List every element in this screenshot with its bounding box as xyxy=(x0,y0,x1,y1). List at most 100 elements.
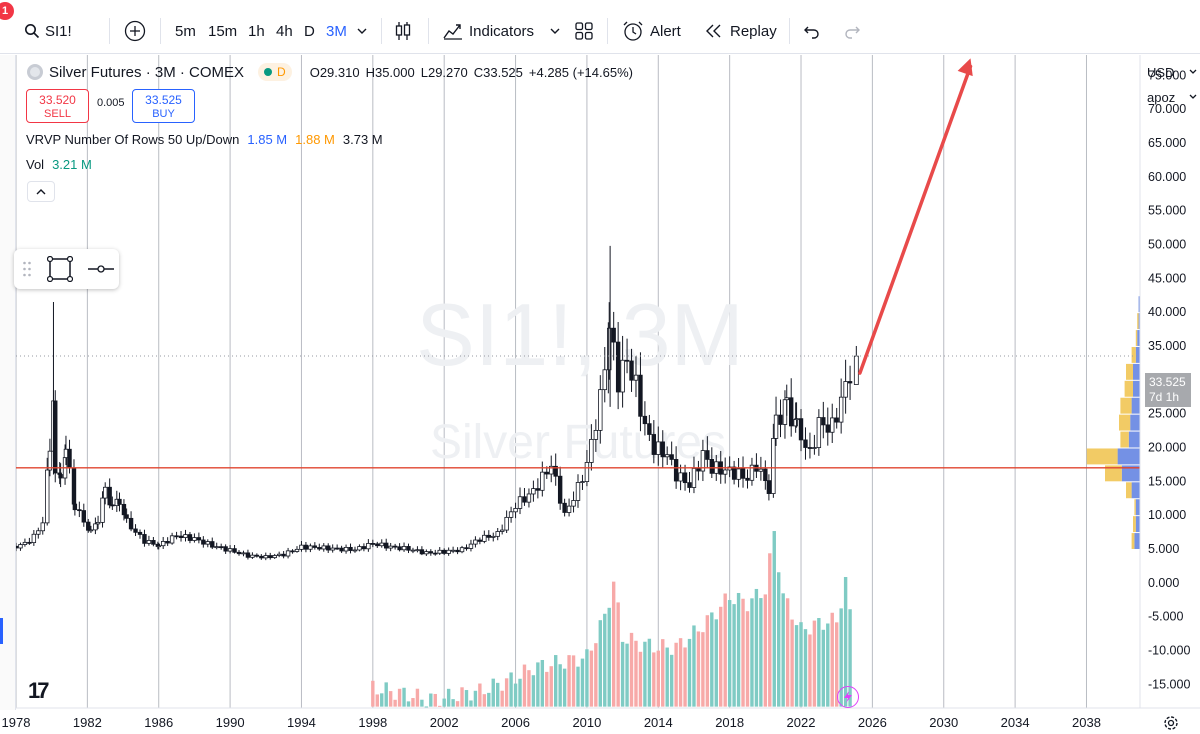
volume-bar xyxy=(750,598,754,707)
candle-body xyxy=(397,546,402,551)
layouts-button[interactable] xyxy=(574,18,594,44)
indicators-dropdown[interactable] xyxy=(549,18,561,44)
volume-bar xyxy=(696,631,701,707)
volume-bar xyxy=(567,655,571,707)
news-flash-button[interactable] xyxy=(837,686,859,708)
candle-body xyxy=(522,496,527,503)
volume-bar xyxy=(558,664,562,707)
candle-body xyxy=(798,418,804,441)
candle-body xyxy=(731,466,737,480)
interval-5m[interactable]: 5m xyxy=(175,22,196,40)
interval-dropdown[interactable] xyxy=(356,18,368,44)
ohlc-open: O29.310 xyxy=(309,64,360,80)
ohlc-close: C33.525 xyxy=(473,64,523,80)
indicators-button[interactable]: Indicators xyxy=(443,18,534,44)
candle-body xyxy=(290,550,295,553)
market-status-badge[interactable]: D xyxy=(258,63,292,81)
candle-body xyxy=(771,438,776,494)
volume-profile xyxy=(1086,296,1140,549)
candle-body xyxy=(433,552,438,555)
x-tick-label: 2030 xyxy=(929,715,958,730)
vrvp-down-bar xyxy=(1131,533,1135,549)
interval-3m-active[interactable]: 3M xyxy=(326,22,347,40)
candle-body xyxy=(169,535,175,544)
line-style-icon[interactable] xyxy=(87,262,115,276)
collapse-legend-button[interactable] xyxy=(27,181,55,202)
candle-body xyxy=(540,471,545,491)
candle-body xyxy=(468,543,474,549)
x-tick-label: 2014 xyxy=(644,715,673,730)
redo-icon xyxy=(845,26,860,39)
vrvp-total-value: 3.73 M xyxy=(342,132,383,147)
vrvp-down-value: 1.88 M xyxy=(295,132,335,147)
volume-legend[interactable]: Vol 3.21 M xyxy=(26,157,92,172)
scale-mode-select[interactable]: apoz xyxy=(1143,87,1198,107)
volume-bars xyxy=(371,531,852,708)
candle-body xyxy=(446,549,451,554)
alert-button[interactable]: Alert xyxy=(622,18,681,44)
left-edge-panel xyxy=(0,55,16,710)
x-tick-label: 1982 xyxy=(73,715,102,730)
chart-settings-button[interactable] xyxy=(1162,714,1180,734)
candle-body xyxy=(651,434,657,455)
y-tick-label: 25.000 xyxy=(1148,407,1186,421)
notification-badge[interactable]: 1 xyxy=(0,2,14,20)
legend-title[interactable]: Silver Futures · 3M · COMEX xyxy=(49,63,245,81)
compare-add-button[interactable] xyxy=(124,18,146,44)
candle-body xyxy=(45,469,50,524)
replay-button[interactable]: Replay xyxy=(704,18,777,44)
volume-bar xyxy=(545,671,549,707)
y-tick-label: 55.000 xyxy=(1148,204,1186,218)
undo-button[interactable] xyxy=(803,18,821,44)
candle-body xyxy=(187,534,193,541)
x-tick-label: 2002 xyxy=(430,715,459,730)
currency-select[interactable]: USD xyxy=(1143,62,1198,82)
drag-handle-icon[interactable] xyxy=(22,260,32,278)
candle-body xyxy=(53,400,58,474)
volume-bar xyxy=(531,675,536,707)
candle-body xyxy=(722,469,728,475)
chart-type-button[interactable] xyxy=(394,18,412,44)
volume-bar xyxy=(420,699,424,707)
candle-body xyxy=(482,534,487,542)
volume-bar xyxy=(634,640,638,707)
volume-bar xyxy=(710,612,714,707)
candle-body xyxy=(709,458,715,474)
candle-body xyxy=(419,549,425,555)
interval-d[interactable]: D xyxy=(304,22,315,40)
y-tick-label: -15.000 xyxy=(1148,677,1190,691)
volume-bar xyxy=(491,678,495,707)
volume-bar xyxy=(513,683,518,707)
buy-button[interactable]: 33.525 BUY xyxy=(132,89,195,123)
interval-4h[interactable]: 4h xyxy=(276,22,293,40)
vrvp-legend[interactable]: VRVP Number Of Rows 50 Up/Down 1.85 M 1.… xyxy=(26,132,383,147)
volume-bar xyxy=(705,615,710,707)
candle-body xyxy=(678,472,683,482)
x-tick-label: 2006 xyxy=(501,715,530,730)
candle-body xyxy=(18,544,23,549)
candle-body xyxy=(441,549,447,554)
status-dot xyxy=(264,68,273,76)
candle-body xyxy=(218,546,224,549)
candle-body xyxy=(812,447,817,449)
candle-body xyxy=(766,480,772,494)
symbol-search-button[interactable]: SI1! xyxy=(24,18,72,44)
floating-drawing-toolbar xyxy=(14,249,119,289)
candle-body xyxy=(192,537,197,541)
y-tick-label: 45.000 xyxy=(1148,271,1186,285)
candle-body xyxy=(326,545,331,551)
rectangle-tool-icon[interactable] xyxy=(47,256,73,282)
candle-body xyxy=(107,486,112,506)
interval-1h[interactable]: 1h xyxy=(248,22,265,40)
y-tick-label: 50.000 xyxy=(1148,237,1186,251)
interval-15m[interactable]: 15m xyxy=(208,22,238,40)
tradingview-logo[interactable]: 17 xyxy=(28,678,50,703)
candle-body xyxy=(758,468,764,472)
candle-body xyxy=(673,459,679,482)
redo-button[interactable] xyxy=(843,18,861,44)
ohlc-high: H35.000 xyxy=(365,64,415,80)
sell-button[interactable]: 33.520 SELL xyxy=(26,89,89,123)
volume-bar xyxy=(549,666,553,707)
candle-body xyxy=(406,546,411,551)
